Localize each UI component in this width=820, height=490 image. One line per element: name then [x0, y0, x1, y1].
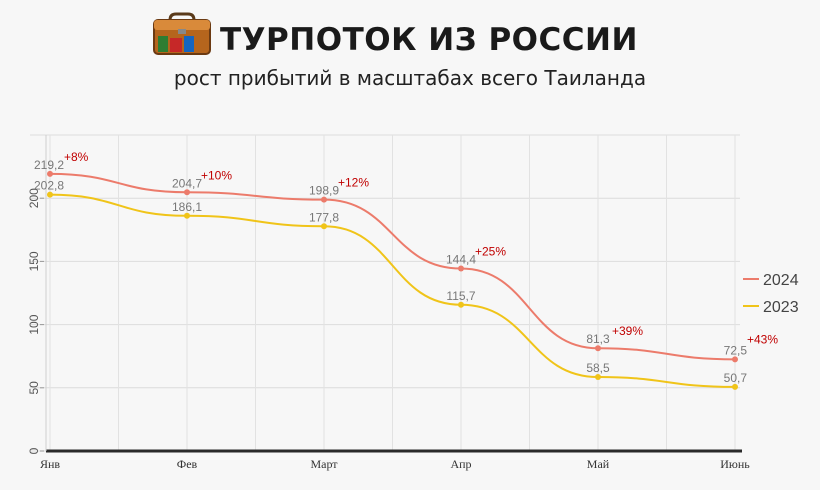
data-label-2024: 198,9 — [309, 184, 339, 198]
data-point-2024 — [321, 196, 327, 203]
data-label-2023: 115,7 — [446, 289, 475, 303]
plot-area — [20, 135, 735, 451]
y-tick-label: 150 — [27, 251, 41, 271]
y-tick-label: 0 — [27, 447, 41, 454]
data-point-2024 — [47, 170, 53, 177]
y-tick-label: 100 — [27, 314, 41, 334]
data-point-2024 — [184, 189, 190, 196]
growth-label: +25% — [475, 244, 506, 258]
data-label-2024: 219,2 — [34, 158, 64, 172]
series-line-2023 — [49, 193, 736, 388]
series-line-2024 — [49, 172, 736, 361]
data-label-2024: 144,4 — [446, 252, 476, 266]
data-label-2023: 202,8 — [34, 179, 64, 193]
data-label-2023: 58,5 — [586, 361, 610, 375]
data-point-2024 — [595, 345, 601, 352]
growth-label: +43% — [747, 332, 778, 346]
data-label-2024: 72,5 — [724, 343, 748, 357]
x-tick-label: Март — [310, 457, 338, 471]
x-tick-label: Янв — [40, 457, 60, 471]
data-point-2024 — [732, 356, 738, 363]
chart-subtitle: рост прибытий в масштабах всего Таиланда — [173, 66, 647, 90]
chart-header: ТУРПОТОК ИЗ РОССИИ рост прибытий в масшт… — [0, 0, 820, 100]
growth-label: +10% — [201, 168, 232, 182]
data-label-2024: 81,3 — [586, 332, 610, 346]
x-tick-label: Июнь — [720, 457, 750, 471]
data-point-2023 — [47, 191, 53, 198]
data-point-2023 — [321, 223, 327, 230]
y-tick-label: 200 — [27, 188, 41, 208]
chart-title: ТУРПОТОК ИЗ РОССИИ — [220, 22, 638, 58]
legend-label-2023: 2023 — [763, 299, 799, 316]
growth-label: +8% — [64, 150, 89, 164]
legend-label-2024: 2024 — [763, 272, 799, 289]
data-point-2023 — [732, 383, 738, 390]
data-label-2024: 204,7 — [172, 176, 202, 190]
x-tick-label: Май — [587, 457, 610, 471]
data-point-2023 — [184, 212, 190, 219]
data-point-2023 — [595, 374, 601, 381]
data-point-2023 — [458, 301, 464, 308]
suitcase-icon — [153, 12, 211, 55]
data-point-2024 — [458, 265, 464, 272]
y-tick-label: 50 — [27, 381, 41, 395]
x-tick-label: Фев — [177, 457, 198, 471]
x-tick-label: Апр — [450, 457, 471, 471]
data-label-2023: 50,7 — [724, 371, 748, 385]
data-label-2023: 177,8 — [309, 210, 339, 224]
data-label-2023: 186,1 — [172, 200, 202, 214]
growth-label: +12% — [338, 176, 369, 190]
growth-label: +39% — [612, 324, 643, 338]
